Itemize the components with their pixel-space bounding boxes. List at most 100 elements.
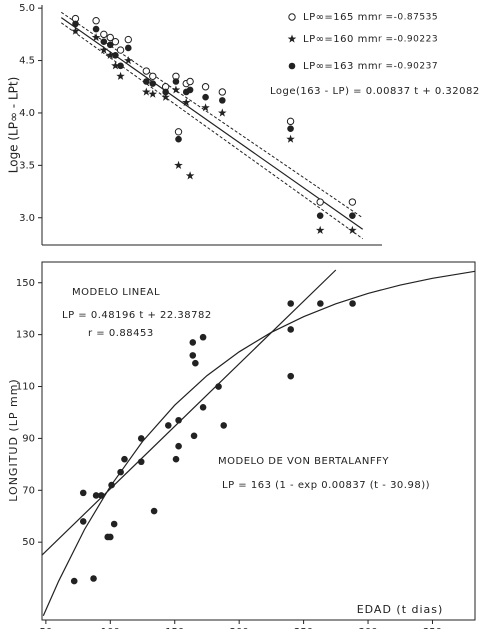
filled-point [72, 20, 79, 28]
annotation: LP = 0.48196 t + 22.38782 [62, 310, 212, 321]
star-point [142, 87, 151, 96]
y-tick-label: 3.5 [19, 160, 35, 171]
legend-symbol [288, 13, 296, 21]
open-point [106, 33, 114, 42]
star-point [99, 45, 109, 54]
star-point [161, 92, 170, 101]
y-tick-label: 150 [16, 278, 35, 289]
y-axis-label: LONGITUD (LP mm) [7, 378, 20, 501]
filled-point [124, 44, 132, 52]
annotation: MODELO LINEAL [72, 287, 160, 298]
filled-point [317, 300, 324, 307]
open-point [316, 198, 324, 206]
star-point [148, 89, 157, 98]
star-point [116, 71, 125, 80]
star-point [315, 225, 325, 234]
filled-point [97, 492, 105, 499]
y-tick-label: 3.0 [19, 213, 35, 224]
filled-point [192, 359, 199, 367]
x-tick-label: 250 [294, 627, 313, 629]
open-point [116, 46, 125, 54]
fit-line [42, 270, 475, 617]
filled-point [175, 135, 182, 143]
x-tick-label: 350 [423, 627, 442, 629]
fit-line [60, 17, 364, 230]
x-tick-label: 100 [101, 627, 120, 629]
star-point [111, 61, 120, 70]
open-point [286, 117, 295, 126]
filled-point [92, 492, 100, 499]
filled-point [316, 212, 324, 219]
open-point [201, 83, 210, 91]
y-tick-label: 130 [16, 330, 35, 341]
y-tick-label: 50 [22, 537, 35, 548]
filled-point [287, 125, 294, 132]
filled-point [199, 333, 207, 341]
filled-point [106, 41, 114, 49]
legend-label: LP∞=163 mm [303, 61, 378, 72]
filled-point [79, 489, 87, 497]
plot-frame [41, 261, 476, 621]
y-tick-label: 70 [22, 485, 35, 496]
filled-point [190, 432, 198, 440]
filled-point [90, 575, 97, 582]
legend-r: r =-0.87535 [378, 13, 438, 23]
filled-point [186, 86, 194, 94]
filled-point [202, 93, 209, 101]
y-tick-label: 110 [16, 382, 35, 393]
dashed-line [61, 22, 363, 240]
annotation: LP = 163 (1 - exp 0.00837 (t - 30.98)) [222, 480, 430, 491]
open-point [111, 37, 120, 46]
filled-point [143, 78, 150, 85]
y-tick-label: 4.5 [19, 56, 35, 67]
filled-point [117, 62, 124, 70]
fit-line [42, 269, 337, 556]
filled-point [199, 403, 207, 411]
open-point [218, 88, 227, 96]
star-point [171, 85, 181, 94]
open-point [142, 67, 151, 75]
y-tick-label: 4.0 [19, 108, 35, 119]
x-tick-label: 50 [39, 627, 52, 629]
filled-point [349, 212, 356, 219]
filled-point [287, 372, 295, 380]
filled-point [70, 577, 78, 585]
filled-point [121, 455, 128, 463]
y-axis-label: Loge (LP∞ - LPt) [7, 77, 21, 174]
open-point [186, 77, 194, 86]
filled-point [175, 416, 182, 424]
filled-point [112, 52, 119, 59]
open-point [149, 72, 157, 80]
star-point [185, 171, 195, 180]
x-tick-label: 150 [165, 627, 184, 629]
legend-r: r =-0.90237 [378, 62, 438, 72]
star-point [218, 108, 227, 117]
filled-point [287, 300, 295, 307]
open-point [348, 198, 357, 206]
filled-point [219, 97, 226, 104]
filled-point [349, 300, 356, 307]
legend-label: LP∞=160 mm [303, 34, 378, 45]
filled-point [215, 383, 222, 390]
star-point [174, 160, 183, 169]
filled-point [137, 458, 145, 466]
legend-symbol [288, 62, 296, 70]
filled-point [100, 38, 108, 45]
filled-point [164, 422, 172, 429]
filled-point [108, 481, 115, 489]
filled-point [189, 339, 197, 346]
filled-point [175, 442, 182, 450]
star-point [201, 103, 210, 112]
legend-r: r =-0.90223 [378, 35, 438, 45]
legend-label: LP∞=165 mm [303, 12, 378, 23]
filled-point [172, 455, 180, 463]
star-point [286, 134, 295, 143]
filled-point [220, 422, 228, 429]
filled-point [107, 533, 114, 541]
open-point [100, 30, 108, 39]
filled-point [287, 326, 295, 333]
x-tick-label: 200 [230, 627, 249, 629]
equation: Loge(163 - LP) = 0.00837 t + 0.32082 [270, 86, 480, 97]
annotation: MODELO DE VON BERTALANFFY [218, 456, 389, 467]
